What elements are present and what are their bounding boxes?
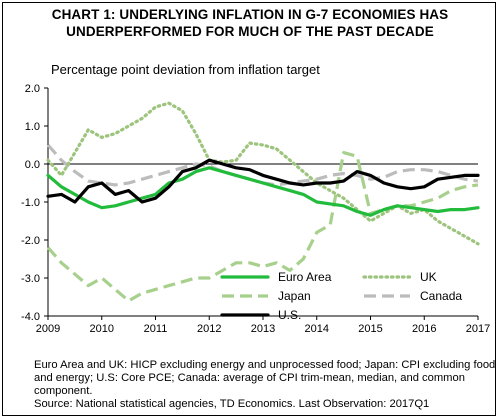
legend: Euro Area UK Japan Canada U.S. — [220, 270, 462, 322]
series-layer — [46, 101, 480, 303]
x-tick-label: 2012 — [197, 323, 221, 335]
y-tick-label: 1.0 — [25, 121, 40, 133]
y-tick-label: 2.0 — [25, 83, 40, 95]
legend-label: Canada — [420, 289, 462, 303]
x-tick-label: 2014 — [305, 323, 329, 335]
chart-subtitle: Percentage point deviation from inflatio… — [51, 62, 320, 77]
series-line-u-s — [46, 158, 480, 204]
x-tick-label: 2010 — [90, 323, 114, 335]
series-line-canada — [46, 143, 479, 187]
chart-frame — [2, 2, 496, 416]
y-tick-label: -2.0 — [21, 235, 40, 247]
y-tick-label: -4.0 — [21, 311, 40, 323]
legend-label: Euro Area — [278, 270, 332, 284]
legend-label: UK — [420, 270, 437, 284]
x-tick-label: 2013 — [251, 323, 275, 335]
y-tick-label: 0.0 — [25, 159, 40, 171]
x-tick-label: 2016 — [412, 323, 436, 335]
x-tick-label: 2011 — [144, 323, 168, 335]
y-tick-label: -3.0 — [21, 273, 40, 285]
legend-label: Japan — [278, 289, 311, 303]
chart-title: CHART 1: UNDERLYING INFLATION IN G-7 ECO… — [0, 6, 500, 40]
chart-note-source: Source: National statistical agencies, T… — [34, 398, 430, 410]
chart-note-definitions: Euro Area and UK: HICP excluding energy … — [34, 359, 496, 397]
legend-label: U.S. — [278, 308, 301, 322]
chart-title-line-1: CHART 1: UNDERLYING INFLATION IN G-7 ECO… — [51, 7, 449, 22]
series-line-uk — [46, 101, 480, 246]
y-tick-label: -1.0 — [21, 197, 40, 209]
chart-title-line-2: UNDERPERFORMED FOR MUCH OF THE PAST DECA… — [66, 24, 434, 39]
x-tick-label: 2009 — [36, 323, 60, 335]
series-line-euro-area — [46, 166, 480, 217]
x-tick-label: 2015 — [358, 323, 382, 335]
x-tick-label: 2017 — [466, 323, 490, 335]
chart-notes: Euro Area and UK: HICP excluding energy … — [34, 359, 496, 411]
